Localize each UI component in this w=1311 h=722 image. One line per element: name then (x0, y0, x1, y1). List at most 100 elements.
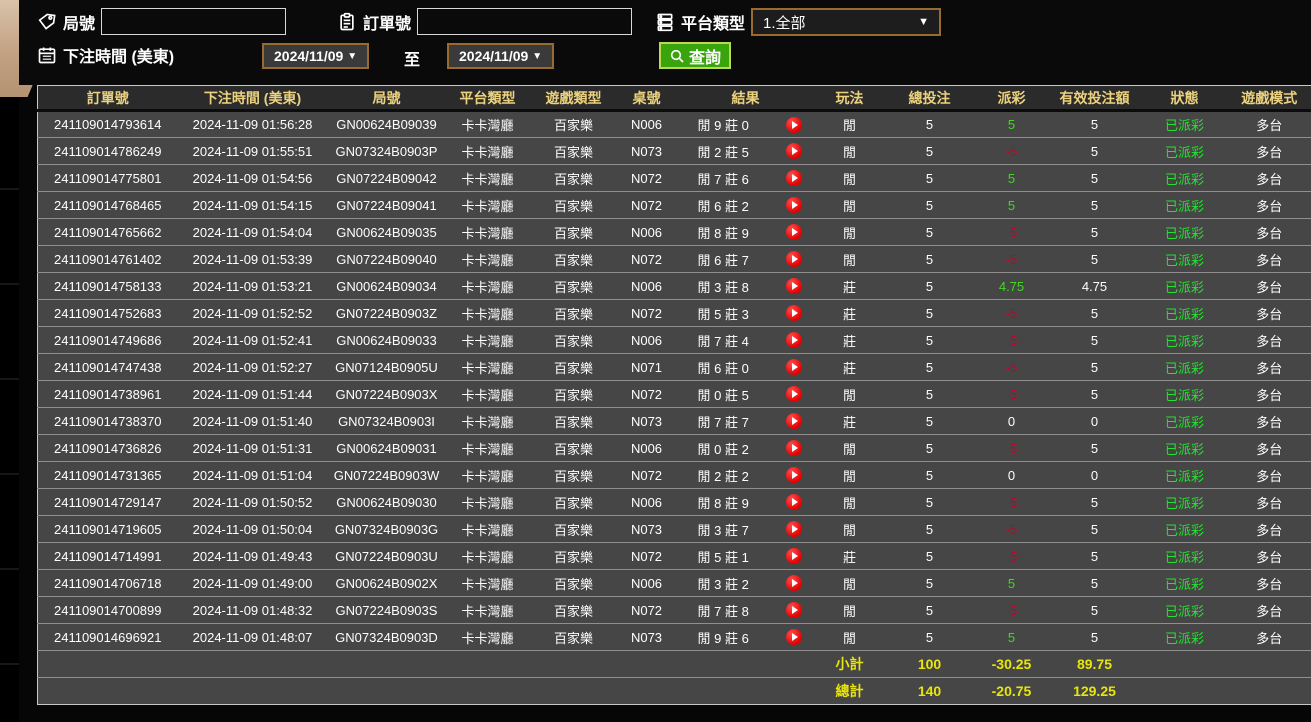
table-row: 241109014696921 2024-11-09 01:48:07 GN0732… (37, 623, 1311, 651)
cell-payout: -5 (975, 353, 1048, 381)
round-input[interactable] (101, 8, 287, 35)
date-to-picker[interactable]: 2024/11/09 ▼ (447, 43, 555, 69)
cell-game: 百家樂 (529, 299, 618, 327)
result-text: 閒 2 莊 5 (697, 144, 749, 160)
cell-play: 莊 (815, 353, 884, 381)
replay-play-icon[interactable] (785, 332, 802, 348)
replay-play-icon[interactable] (785, 170, 802, 186)
search-button-label: 查詢 (689, 49, 722, 67)
cell-status: 已派彩 (1141, 569, 1228, 597)
cell-platform: 卡卡灣廳 (445, 326, 530, 354)
cell-mode: 多台 (1227, 137, 1311, 165)
replay-play-icon[interactable] (785, 116, 802, 133)
result-text: 閒 8 莊 9 (697, 225, 749, 241)
table-row: 241109014768465 2024-11-09 01:54:15 GN0722… (37, 191, 1311, 219)
replay-play-icon[interactable] (785, 359, 802, 375)
search-button[interactable]: 查詢 (659, 42, 732, 69)
cell-play: 閒 (815, 164, 884, 192)
cell-payout: 5 (975, 623, 1048, 651)
replay-play-icon[interactable] (785, 629, 802, 645)
cell-status: 已派彩 (1141, 542, 1228, 570)
cell-platform: 卡卡灣廳 (445, 380, 530, 408)
cell-platform: 卡卡灣廳 (445, 596, 530, 624)
cell-total_bet: 5 (883, 380, 976, 408)
replay-play-icon[interactable] (785, 467, 802, 483)
cell-table_no: N006 (617, 488, 676, 516)
column-header-8: 總投注 (883, 85, 976, 112)
table-row: 241109014786249 2024-11-09 01:55:51 GN0732… (37, 137, 1311, 165)
total-spacer-end (1141, 677, 1311, 705)
cell-total_bet: 5 (883, 596, 976, 624)
cell-order: 241109014793614 (37, 110, 178, 138)
cell-payout: -5 (975, 326, 1048, 354)
replay-play-icon[interactable] (785, 224, 802, 240)
replay-play-icon[interactable] (785, 251, 802, 267)
replay-play-icon[interactable] (785, 494, 802, 510)
date-from-picker[interactable]: 2024/11/09 ▼ (262, 43, 370, 69)
order-input[interactable] (417, 8, 633, 35)
replay-play-icon[interactable] (785, 548, 802, 564)
cell-order: 241109014700899 (37, 596, 178, 624)
replay-play-icon[interactable] (785, 440, 802, 456)
chevron-down-icon: ▼ (918, 16, 930, 28)
cell-table_no: N073 (617, 515, 676, 543)
cell-round: GN07324B0903I (327, 407, 446, 435)
cell-result: 閒 3 莊 2 (675, 569, 816, 597)
cell-total_bet: 5 (883, 245, 976, 273)
cell-platform: 卡卡灣廳 (445, 299, 530, 327)
cell-mode: 多台 (1227, 191, 1311, 219)
cell-valid_bet: 5 (1047, 110, 1142, 138)
replay-play-icon[interactable] (785, 386, 802, 402)
replay-play-icon[interactable] (785, 278, 802, 294)
cell-result: 閒 6 莊 0 (675, 353, 816, 381)
cell-payout: -5 (975, 515, 1048, 543)
cell-payout: -5 (975, 434, 1048, 462)
replay-play-icon[interactable] (785, 575, 802, 591)
replay-play-icon[interactable] (785, 413, 802, 429)
cell-order: 241109014706718 (37, 569, 178, 597)
cell-time: 2024-11-09 01:54:15 (177, 191, 328, 219)
cell-time: 2024-11-09 01:56:28 (177, 110, 328, 138)
platform-select[interactable]: 1.全部 ▼ (751, 8, 942, 36)
cell-round: GN00624B0902X (327, 569, 446, 597)
cell-table_no: N072 (617, 245, 676, 273)
cell-valid_bet: 5 (1047, 434, 1142, 462)
column-header-7: 玩法 (815, 85, 884, 112)
cell-order: 241109014738961 (37, 380, 178, 408)
records-table-wrap: 訂單號 下注時間 (美東) 局號 平台類型 遊戲類型 桌號 結果 玩法 總投注 派彩 有效投注額 狀態… (37, 85, 1311, 705)
result-text: 閒 3 莊 7 (697, 522, 749, 538)
cell-mode: 多台 (1227, 407, 1311, 435)
cell-platform: 卡卡灣廳 (445, 164, 530, 192)
cell-time: 2024-11-09 01:52:27 (177, 353, 328, 381)
cell-play: 閒 (815, 191, 884, 219)
cell-platform: 卡卡灣廳 (445, 569, 530, 597)
cell-result: 閒 6 莊 7 (675, 245, 816, 273)
replay-play-icon[interactable] (785, 143, 802, 159)
cell-total_bet: 5 (883, 542, 976, 570)
cell-valid_bet: 5 (1047, 137, 1142, 165)
cell-time: 2024-11-09 01:52:41 (177, 326, 328, 354)
cell-game: 百家樂 (529, 623, 618, 651)
search-icon (669, 48, 685, 64)
replay-play-icon[interactable] (785, 602, 802, 618)
column-header-3: 平台類型 (445, 85, 530, 112)
replay-play-icon[interactable] (785, 305, 802, 321)
cell-result: 閒 5 莊 1 (675, 542, 816, 570)
platform-label: 平台類型 (681, 16, 746, 33)
grand-total-payout: -20.75 (975, 677, 1048, 705)
cell-platform: 卡卡灣廳 (445, 488, 530, 516)
table-row: 241109014731365 2024-11-09 01:51:04 GN0722… (37, 461, 1311, 489)
cell-valid_bet: 5 (1047, 380, 1142, 408)
chevron-down-icon: ▼ (532, 50, 543, 62)
cell-status: 已派彩 (1141, 623, 1228, 651)
cell-game: 百家樂 (529, 218, 618, 246)
cell-play: 閒 (815, 245, 884, 273)
replay-play-icon[interactable] (785, 521, 802, 537)
cell-table_no: N072 (617, 542, 676, 570)
cell-valid_bet: 5 (1047, 299, 1142, 327)
result-text: 閒 7 莊 6 (697, 171, 749, 187)
cell-table_no: N072 (617, 299, 676, 327)
replay-play-icon[interactable] (785, 197, 802, 213)
round-label: 局號 (63, 15, 96, 33)
cell-status: 已派彩 (1141, 191, 1228, 219)
